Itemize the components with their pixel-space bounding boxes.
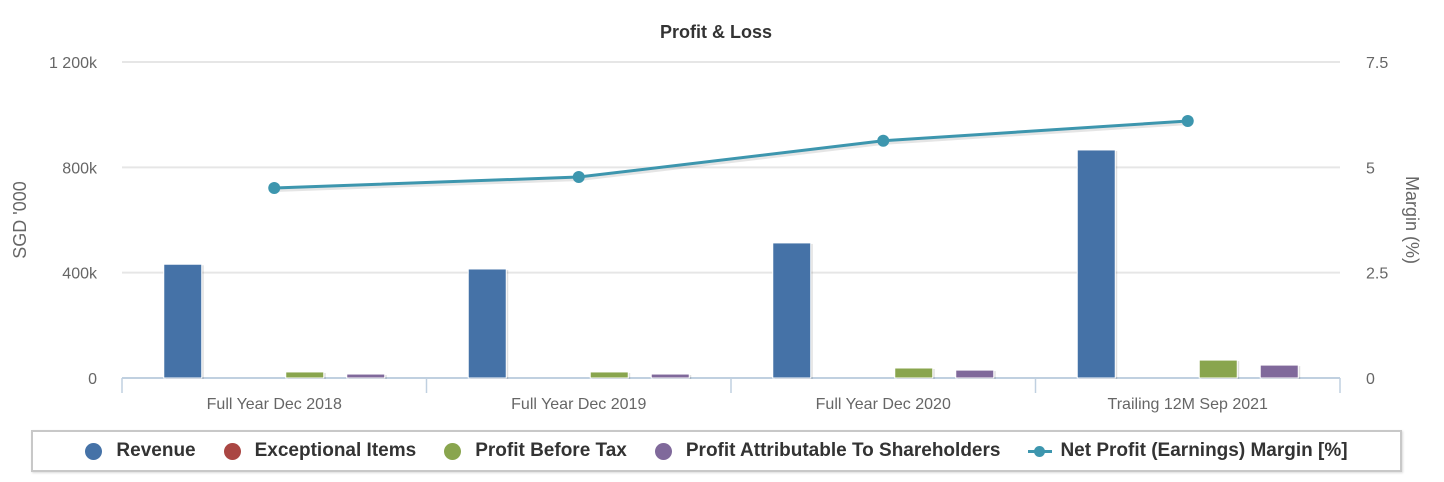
bar-profit-attributable-to-shareholders (346, 373, 386, 379)
margin-point (1181, 114, 1194, 127)
bar-revenue (1076, 149, 1116, 379)
bar-profit-attributable-to-shareholders (650, 373, 690, 379)
margin-line-path (274, 119, 1188, 190)
y-right-tick-label: 7.5 (1366, 55, 1388, 72)
y-left-tick-label: 1 200k (49, 55, 98, 72)
y-axis-left-title: SGD '000 (10, 181, 30, 258)
chart-title: Profit & Loss (660, 22, 772, 42)
legend-dot-icon (85, 442, 103, 460)
x-tick-label: Full Year Dec 2019 (511, 396, 646, 413)
bar-revenue (163, 263, 203, 379)
y-left-tick-label: 800k (62, 160, 98, 177)
bar-profit-before-tax (285, 371, 325, 379)
bar-profit-attributable-to-shareholders (955, 369, 995, 379)
margin-point (877, 134, 890, 147)
x-tick-label: Trailing 12M Sep 2021 (1108, 396, 1268, 413)
y-left-tick-label: 0 (88, 371, 97, 388)
y-right-tick-label: 0 (1366, 371, 1375, 388)
legend-item-profit-before-tax[interactable]: Profit Before Tax (444, 440, 627, 462)
legend-dot-icon (444, 442, 462, 460)
margin-point (268, 181, 281, 194)
legend-item-profit-attributable-to-shareholders[interactable]: Profit Attributable To Shareholders (654, 440, 1001, 462)
legend-item-net-profit-earnings-margin[interactable]: Net Profit (Earnings) Margin [%] (1028, 440, 1348, 462)
margin-line (268, 114, 1194, 194)
legend-line-marker-icon (1028, 443, 1053, 460)
legend-dot-icon (223, 442, 241, 460)
gridlines (122, 61, 1340, 274)
bar-profit-before-tax (894, 367, 934, 379)
bar-profit-before-tax (589, 371, 629, 379)
legend-label: Net Profit (Earnings) Margin [%] (1060, 440, 1348, 461)
y-axis-right-title: Margin (%) (1402, 176, 1422, 264)
bar-profit-before-tax (1198, 359, 1238, 379)
legend-label: Revenue (116, 440, 196, 461)
profit-loss-chart: Profit & Loss 0 400k 800k 1 200k 0 2.5 5 7.5 S… (10, 22, 1422, 413)
legend-label: Exceptional Items (254, 440, 417, 461)
legend-item-exceptional-items[interactable]: Exceptional Items (223, 440, 417, 462)
y-axis-right: 0 2.5 5 7.5 (1366, 55, 1388, 388)
y-right-tick-label: 5 (1366, 160, 1375, 177)
legend-label: Profit Attributable To Shareholders (685, 440, 1001, 461)
x-axis: Full Year Dec 2018 Full Year Dec 2019 Full… (121, 377, 1341, 413)
y-left-tick-label: 400k (62, 266, 98, 283)
x-tick-label: Full Year Dec 2018 (207, 396, 342, 413)
bars (163, 149, 1301, 379)
bar-revenue (467, 268, 507, 379)
legend-dot-icon (654, 442, 672, 460)
x-tick-label: Full Year Dec 2020 (816, 396, 951, 413)
y-axis-left: 0 400k 800k 1 200k (49, 55, 98, 388)
legend: Revenue Exceptional Items Profit Before Ta… (31, 430, 1402, 472)
line-shadow (275, 120, 1189, 192)
legend-item-revenue[interactable]: Revenue (85, 440, 196, 462)
margin-point (572, 171, 585, 184)
bar-profit-attributable-to-shareholders (1259, 364, 1299, 379)
y-right-tick-label: 2.5 (1366, 266, 1388, 283)
bar-revenue (772, 242, 812, 379)
legend-label: Profit Before Tax (475, 440, 627, 461)
